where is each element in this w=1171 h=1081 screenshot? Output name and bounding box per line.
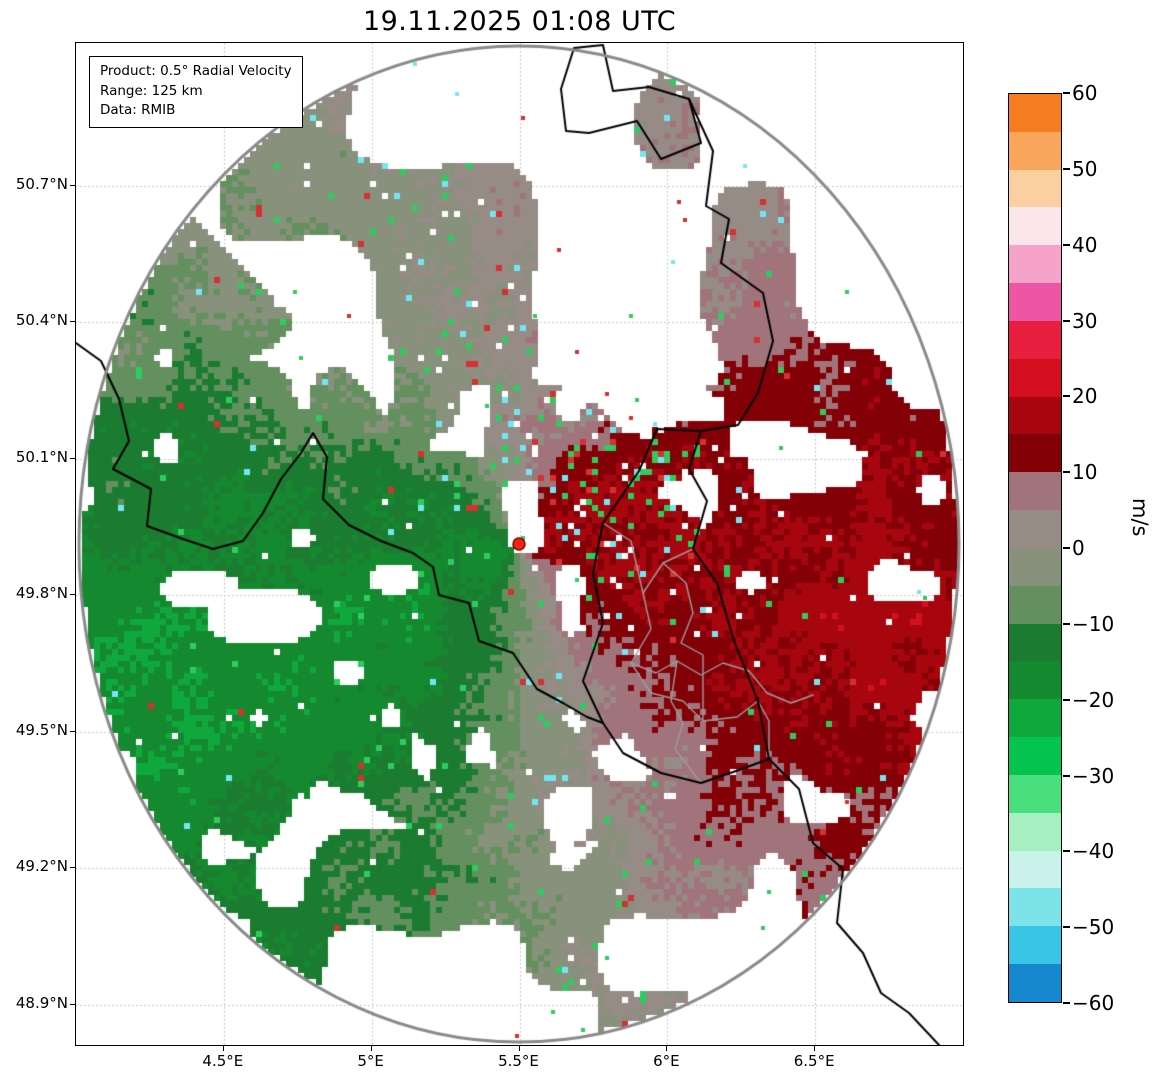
colorbar-tick-mark bbox=[1063, 1002, 1070, 1004]
x-tick-label: 5.5°E bbox=[498, 1052, 539, 1070]
y-tick-mark bbox=[70, 457, 75, 459]
colorbar-tick-label: −60 bbox=[1072, 991, 1115, 1015]
y-tick-label: 49.8°N bbox=[15, 584, 68, 603]
colorbar-segment bbox=[1009, 661, 1061, 700]
colorbar-segment bbox=[1009, 850, 1061, 889]
colorbar-tick-label: −50 bbox=[1072, 915, 1115, 940]
colorbar-tick-label: 60 bbox=[1072, 81, 1098, 105]
product-info-line: Range: 125 km bbox=[100, 82, 203, 99]
colorbar-tick-mark bbox=[1063, 622, 1070, 625]
x-tick-mark bbox=[370, 1046, 372, 1051]
colorbar-tick-mark bbox=[1063, 395, 1070, 398]
x-tick-label: 5°E bbox=[357, 1052, 384, 1070]
y-tick-label: 49.2°N bbox=[15, 857, 68, 876]
x-tick-mark bbox=[518, 1046, 520, 1051]
y-tick-mark bbox=[70, 321, 75, 323]
colorbar-segment bbox=[1009, 737, 1061, 775]
y-tick-mark bbox=[70, 594, 75, 596]
colorbar-segment bbox=[1009, 94, 1061, 132]
colorbar-tick-mark bbox=[1063, 774, 1070, 777]
colorbar-tick-label: −40 bbox=[1072, 839, 1115, 864]
product-info-line: Data: RMIB bbox=[100, 102, 176, 119]
colorbar-tick-mark bbox=[1063, 92, 1070, 94]
colorbar-tick-label: −20 bbox=[1072, 687, 1115, 712]
plot-area: Product: 0.5° Radial Velocity Range: 125… bbox=[75, 42, 964, 1046]
colorbar-unit-label: m/s bbox=[1128, 498, 1152, 537]
colorbar-tick-mark bbox=[1063, 243, 1070, 246]
y-tick-label: 48.9°N bbox=[15, 993, 68, 1012]
colorbar-segment bbox=[1009, 699, 1061, 738]
colorbar-segment bbox=[1009, 358, 1061, 397]
colorbar-tick-label: 0 bbox=[1072, 536, 1085, 560]
colorbar-segment bbox=[1009, 585, 1061, 624]
x-tick-label: 6.5°E bbox=[793, 1052, 835, 1070]
colorbar-segment bbox=[1009, 283, 1061, 321]
y-tick-label: 50.1°N bbox=[15, 447, 68, 466]
colorbar-segment bbox=[1009, 320, 1061, 359]
colorbar-tick-label: 40 bbox=[1072, 232, 1098, 257]
y-tick-label: 50.7°N bbox=[15, 174, 68, 193]
colorbar-tick-label: 20 bbox=[1072, 384, 1098, 409]
radar-map-canvas bbox=[76, 43, 963, 1045]
colorbar-segment bbox=[1009, 434, 1061, 473]
colorbar-tick-mark bbox=[1063, 850, 1070, 853]
colorbar-tick-label: 50 bbox=[1072, 156, 1098, 181]
colorbar-tick-mark bbox=[1063, 698, 1070, 701]
y-tick-mark bbox=[70, 184, 75, 186]
colorbar-segment bbox=[1009, 131, 1061, 170]
colorbar-segment bbox=[1009, 812, 1061, 851]
colorbar-segment bbox=[1009, 547, 1061, 586]
colorbar-segment bbox=[1009, 472, 1061, 511]
x-tick-label: 4.5°E bbox=[202, 1052, 244, 1070]
colorbar-tick-mark bbox=[1063, 167, 1070, 170]
colorbar-tick-label: 10 bbox=[1072, 460, 1098, 485]
colorbar-segment bbox=[1009, 207, 1061, 246]
colorbar-segment bbox=[1009, 169, 1061, 208]
y-tick-mark bbox=[70, 1003, 75, 1005]
x-tick-mark bbox=[814, 1046, 816, 1051]
colorbar-tick-mark bbox=[1063, 319, 1070, 322]
colorbar bbox=[1008, 93, 1062, 1003]
colorbar-segment bbox=[1009, 926, 1061, 965]
colorbar-segment bbox=[1009, 964, 1061, 1002]
colorbar-tick-mark bbox=[1063, 547, 1070, 549]
product-info-line: Product: 0.5° Radial Velocity bbox=[100, 63, 292, 79]
colorbar-segment bbox=[1009, 623, 1061, 662]
colorbar-tick-label: −30 bbox=[1072, 763, 1115, 788]
y-tick-label: 49.5°N bbox=[15, 720, 68, 739]
x-tick-mark bbox=[666, 1046, 668, 1051]
colorbar-segment bbox=[1009, 888, 1061, 927]
colorbar-tick-mark bbox=[1063, 926, 1070, 929]
y-tick-mark bbox=[70, 730, 75, 732]
chart-title: 19.11.2025 01:08 UTC bbox=[362, 6, 677, 37]
y-tick-label: 50.4°N bbox=[15, 311, 68, 330]
x-tick-mark bbox=[222, 1046, 224, 1051]
colorbar-segment bbox=[1009, 245, 1061, 284]
colorbar-tick-mark bbox=[1063, 471, 1070, 474]
y-tick-mark bbox=[70, 867, 75, 869]
colorbar-tick-label: 30 bbox=[1072, 308, 1098, 333]
colorbar-segment bbox=[1009, 774, 1061, 813]
product-info-box: Product: 0.5° Radial Velocity Range: 125… bbox=[89, 56, 303, 128]
colorbar-segment bbox=[1009, 510, 1061, 548]
colorbar-tick-label: −10 bbox=[1072, 611, 1115, 636]
x-tick-label: 6°E bbox=[653, 1052, 680, 1070]
colorbar-segment bbox=[1009, 396, 1061, 435]
